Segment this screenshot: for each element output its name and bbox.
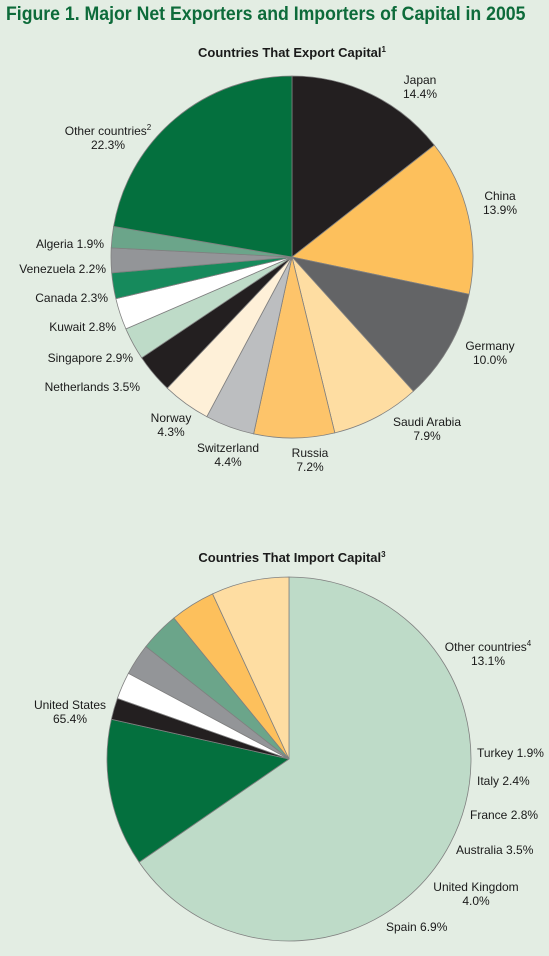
import-label-italy: Italy 2.4% [477, 774, 530, 788]
import-slice-other-countries [106, 718, 290, 863]
export-label-other-countries: Other countries2 22.3% [65, 123, 152, 152]
import-label-spain: Spain 6.9% [386, 920, 448, 934]
import-label-australia: Australia 3.5% [456, 843, 534, 857]
export-label-venezuela: Venezuela 2.2% [19, 262, 106, 276]
import-label-united-states: United States 65.4% [34, 698, 106, 726]
export-slice-saudi-arabia [291, 256, 414, 434]
export-label-japan: Japan 14.4% [403, 73, 437, 101]
import-label-france: France 2.8% [470, 808, 538, 822]
export-slice-japan [291, 75, 435, 258]
export-label-saudi-arabia: Saudi Arabia 7.9% [393, 415, 461, 443]
figure-title: Figure 1. Major Net Exporters and Import… [6, 4, 526, 25]
export-label-singapore: Singapore 2.9% [48, 351, 134, 365]
import-slice-united-states [138, 576, 472, 942]
export-label-china: China 13.9% [483, 189, 517, 217]
export-label-germany: Germany 10.0% [465, 339, 514, 367]
import-label-other-countries: Other countries4 13.1% [445, 639, 532, 668]
export-slice-china [291, 144, 474, 295]
export-label-netherlands: Netherlands 3.5% [45, 380, 141, 394]
export-slice-other-countries [113, 75, 293, 258]
export-label-canada: Canada 2.3% [35, 291, 108, 305]
export-label-norway: Norway 4.3% [151, 411, 192, 439]
import-slice-spain [212, 576, 290, 760]
import-label-united-kingdom: United Kingdom 4.0% [433, 880, 518, 908]
export-label-switzerland: Switzerland 4.4% [197, 441, 259, 469]
export-label-algeria: Algeria 1.9% [36, 237, 104, 251]
export-chart-title: Countries That Export Capital1 [198, 45, 386, 60]
import-chart-title: Countries That Import Capital3 [198, 550, 386, 565]
export-slice-germany [290, 256, 470, 392]
export-label-russia: Russia 7.2% [292, 446, 329, 474]
export-label-kuwait: Kuwait 2.8% [49, 320, 116, 334]
import-label-turkey: Turkey 1.9% [477, 746, 544, 760]
